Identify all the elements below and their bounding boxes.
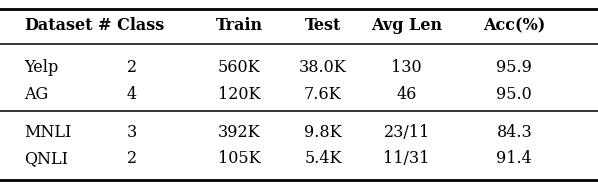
Text: 4: 4	[127, 86, 136, 103]
Text: 11/31: 11/31	[383, 150, 430, 167]
Text: Dataset: Dataset	[24, 17, 93, 34]
Text: 95.0: 95.0	[496, 86, 532, 103]
Text: Avg Len: Avg Len	[371, 17, 442, 34]
Text: Test: Test	[305, 17, 341, 34]
Text: 91.4: 91.4	[496, 150, 532, 167]
Text: 392K: 392K	[218, 124, 261, 141]
Text: 38.0K: 38.0K	[299, 59, 347, 76]
Text: 2: 2	[127, 150, 136, 167]
Text: 120K: 120K	[218, 86, 261, 103]
Text: 5.4K: 5.4K	[304, 150, 341, 167]
Text: MNLI: MNLI	[24, 124, 71, 141]
Text: Yelp: Yelp	[24, 59, 58, 76]
Text: 3: 3	[126, 124, 137, 141]
Text: 2: 2	[127, 59, 136, 76]
Text: QNLI: QNLI	[24, 150, 68, 167]
Text: Train: Train	[216, 17, 263, 34]
Text: 84.3: 84.3	[496, 124, 532, 141]
Text: 560K: 560K	[218, 59, 261, 76]
Text: 130: 130	[391, 59, 422, 76]
Text: 7.6K: 7.6K	[304, 86, 341, 103]
Text: 105K: 105K	[218, 150, 261, 167]
Text: AG: AG	[24, 86, 48, 103]
Text: 9.8K: 9.8K	[304, 124, 341, 141]
Text: 23/11: 23/11	[383, 124, 430, 141]
Text: Acc(%): Acc(%)	[483, 17, 545, 34]
Text: # Class: # Class	[99, 17, 164, 34]
Text: 46: 46	[396, 86, 417, 103]
Text: 95.9: 95.9	[496, 59, 532, 76]
